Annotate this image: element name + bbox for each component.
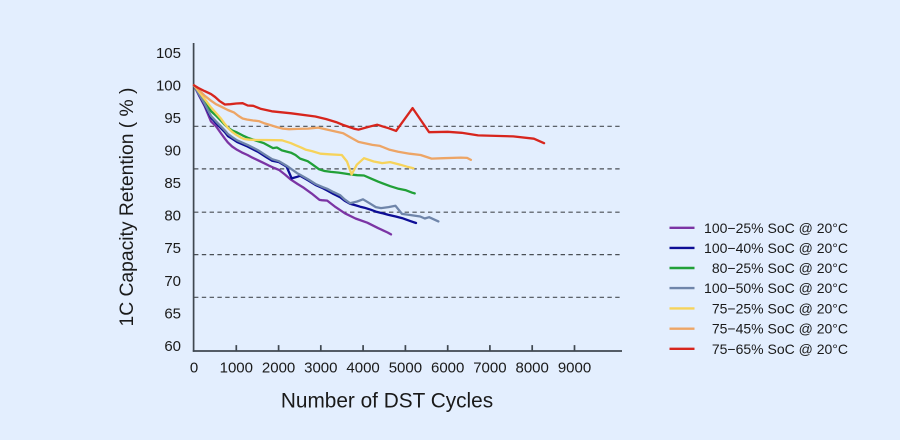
svg-text:85: 85	[164, 175, 181, 192]
svg-text:4000: 4000	[346, 360, 379, 377]
svg-text:75−45% SoC @ 20°C: 75−45% SoC @ 20°C	[712, 321, 848, 337]
svg-text:75: 75	[164, 240, 181, 257]
svg-text:100−50% SoC @ 20°C: 100−50% SoC @ 20°C	[704, 280, 848, 296]
svg-text:7000: 7000	[473, 360, 506, 377]
svg-text:1C Capacity Retention ( % ): 1C Capacity Retention ( % )	[117, 88, 138, 327]
svg-text:80: 80	[164, 207, 181, 224]
svg-text:100: 100	[156, 77, 181, 94]
svg-text:3000: 3000	[304, 360, 337, 377]
svg-text:0: 0	[190, 360, 198, 377]
svg-text:100−40% SoC @ 20°C: 100−40% SoC @ 20°C	[704, 240, 848, 256]
svg-text:6000: 6000	[431, 360, 464, 377]
svg-text:70: 70	[164, 273, 181, 290]
svg-text:100−25% SoC @ 20°C: 100−25% SoC @ 20°C	[704, 220, 848, 236]
svg-text:105: 105	[156, 45, 181, 62]
svg-text:65: 65	[164, 306, 181, 323]
svg-text:2000: 2000	[262, 360, 295, 377]
svg-text:Number of DST Cycles: Number of DST Cycles	[281, 390, 493, 413]
svg-text:75−25% SoC @ 20°C: 75−25% SoC @ 20°C	[712, 300, 848, 316]
svg-text:5000: 5000	[389, 360, 422, 377]
svg-text:95: 95	[164, 110, 181, 127]
svg-text:8000: 8000	[516, 360, 549, 377]
svg-text:60: 60	[164, 338, 181, 355]
svg-text:90: 90	[164, 142, 181, 159]
svg-text:1000: 1000	[220, 360, 253, 377]
svg-text:75−65% SoC @ 20°C: 75−65% SoC @ 20°C	[712, 341, 848, 357]
svg-text:80−25% SoC @ 20°C: 80−25% SoC @ 20°C	[712, 260, 848, 276]
svg-text:9000: 9000	[558, 360, 591, 377]
